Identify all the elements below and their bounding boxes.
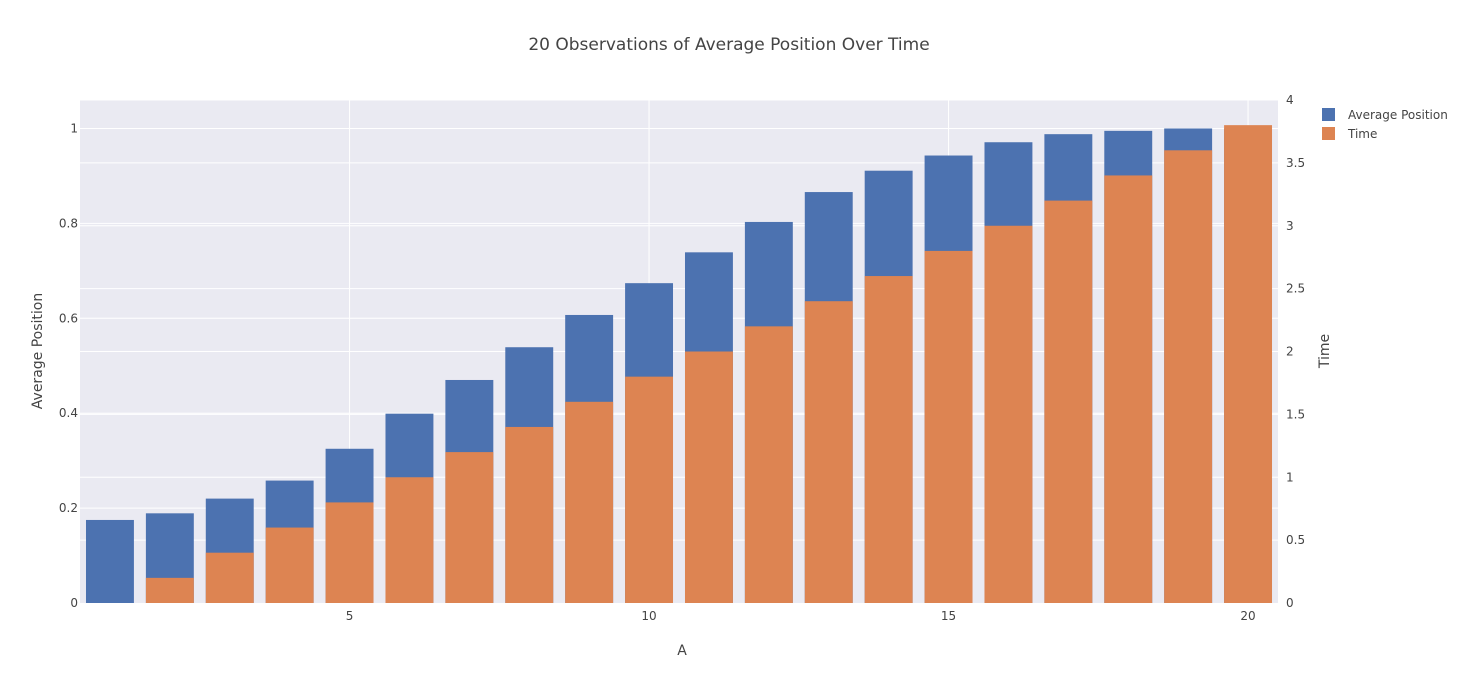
bar-time[interactable] [625, 376, 674, 603]
bar-time[interactable] [505, 426, 554, 603]
bar-time[interactable] [265, 527, 314, 603]
y-left-tick-label: 0.2 [59, 501, 78, 515]
y-right-tick-label: 1 [1286, 470, 1294, 484]
x-tick-label: 20 [1240, 609, 1255, 623]
y-right-tick-label: 2 [1286, 345, 1294, 359]
bar-time[interactable] [565, 401, 614, 603]
y-right-tick-label: 0 [1286, 596, 1294, 610]
bar-time[interactable] [445, 452, 494, 603]
chart-title: 20 Observations of Average Position Over… [528, 35, 929, 55]
bar-time[interactable] [744, 326, 793, 603]
y-left-tick-label: 0.6 [59, 311, 78, 325]
bar-time[interactable] [205, 552, 254, 603]
y-right-tick-label: 3.5 [1286, 156, 1305, 170]
legend-item-time[interactable]: Time [1322, 127, 1377, 141]
x-tick-label: 10 [641, 609, 656, 623]
y-axis-left-label: Average Position [30, 293, 46, 409]
y-axis-right-label: Time [1317, 334, 1333, 369]
legend-label-average-position: Average Position [1348, 108, 1448, 122]
legend-swatch-time [1322, 127, 1335, 140]
bar-time[interactable] [1044, 200, 1093, 603]
bar-time[interactable] [385, 477, 434, 603]
y-left-tick-label: 0.8 [59, 216, 78, 230]
y-right-tick-label: 4 [1286, 93, 1294, 107]
x-axis-label: A [677, 643, 687, 659]
bar-time[interactable] [145, 577, 194, 603]
legend-swatch-average-position [1322, 108, 1335, 121]
bar-time[interactable] [804, 301, 853, 603]
y-left-tick-label: 0 [70, 596, 78, 610]
y-right-tick-label: 1.5 [1286, 407, 1305, 421]
y-right-tick-label: 0.5 [1286, 533, 1305, 547]
bar-time[interactable] [1224, 125, 1273, 604]
bars [85, 125, 1273, 604]
x-tick-label: 15 [941, 609, 956, 623]
bar-time[interactable] [984, 225, 1033, 603]
bar-time[interactable] [1104, 175, 1153, 603]
y-left-tick-label: 0.4 [59, 406, 78, 420]
y-right-tick-label: 2.5 [1286, 282, 1305, 296]
x-tick-label: 5 [346, 609, 354, 623]
bar-time[interactable] [864, 276, 913, 603]
bar-time[interactable] [325, 502, 374, 603]
legend-item-average-position[interactable]: Average Position [1322, 108, 1448, 122]
legend[interactable]: Average Position Time [1322, 108, 1448, 141]
bar-average-position[interactable] [85, 519, 134, 603]
legend-label-time: Time [1347, 127, 1377, 141]
bar-time[interactable] [684, 351, 733, 604]
y-left-tick-label: 1 [70, 121, 78, 135]
bar-time[interactable] [924, 250, 973, 603]
bar-time[interactable] [1164, 150, 1213, 604]
y-right-tick-label: 3 [1286, 219, 1294, 233]
